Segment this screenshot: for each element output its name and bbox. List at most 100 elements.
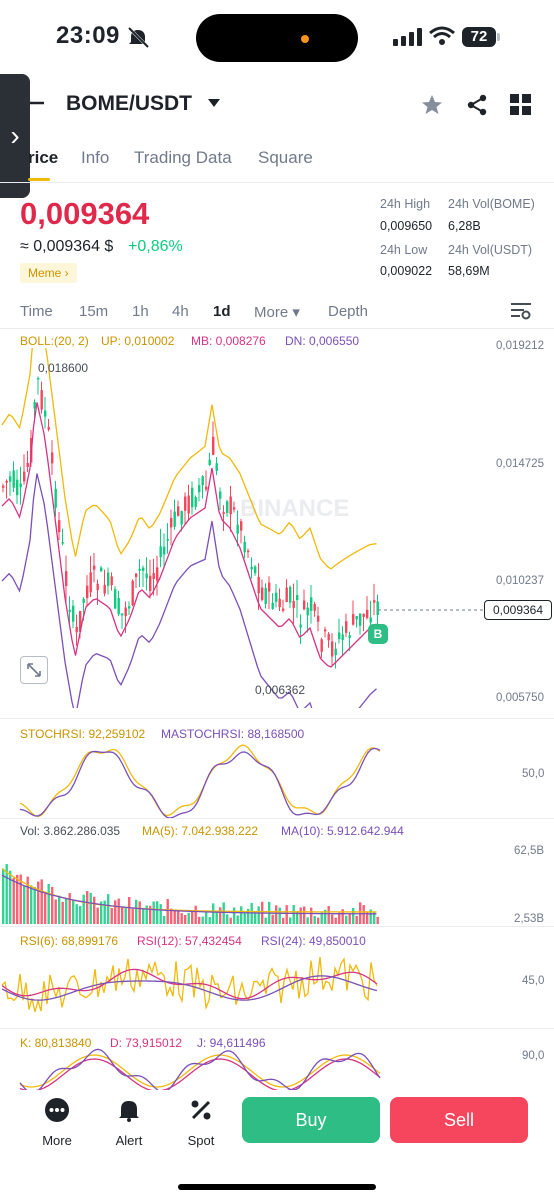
candle-body — [366, 609, 369, 619]
back-arrow-icon[interactable] — [30, 96, 44, 110]
mastochrsi-line — [19, 747, 381, 819]
volume-bar — [75, 904, 78, 924]
buy-marker[interactable]: B — [368, 624, 388, 644]
boll-mid-line — [1, 402, 377, 668]
share-icon[interactable] — [465, 93, 489, 117]
candle-body — [93, 565, 96, 570]
candle-body — [107, 572, 110, 586]
volume-bar — [331, 914, 334, 924]
volume-bar — [177, 910, 180, 924]
category-tag[interactable]: Meme › — [20, 263, 77, 283]
stochrsi-label: STOCHRSI: 92,259102 — [20, 727, 146, 741]
candle-body — [75, 626, 78, 633]
tab-info[interactable]: Info — [81, 148, 110, 167]
candle-body — [33, 402, 36, 409]
volume-bar — [68, 893, 71, 924]
volume-bar — [12, 877, 15, 924]
volume-bar — [271, 914, 274, 924]
candle-body — [257, 576, 260, 594]
home-indicator[interactable] — [178, 1184, 376, 1190]
side-panel-handle[interactable]: › — [0, 74, 30, 198]
vol-base-label: 24h Vol(BOME) — [448, 197, 535, 211]
more-dots-icon — [45, 1098, 69, 1122]
tf-1h[interactable]: 1h — [132, 303, 149, 320]
candle-body — [331, 641, 334, 657]
volume-bar — [156, 901, 159, 924]
grid-layout-icon[interactable] — [510, 94, 532, 116]
vol-ma5-label: MA(5): 7.042.938.222 — [142, 824, 259, 838]
candle-body — [117, 598, 120, 615]
tab-price[interactable]: rice — [28, 148, 59, 167]
axis-main-1: 0,019212 — [496, 340, 544, 352]
nav-alert[interactable]: Alert — [101, 1098, 157, 1148]
low-label: 24h Low — [380, 243, 428, 257]
wifi-icon — [429, 26, 455, 45]
volume-bar — [51, 886, 54, 924]
volume-bar — [341, 909, 344, 924]
candlestick-chart[interactable]: BINANCE — [0, 348, 554, 708]
volume-bar — [138, 901, 141, 924]
tab-trading-data[interactable]: Trading Data — [134, 148, 232, 167]
volume-bar — [212, 903, 215, 924]
buy-button[interactable]: Buy — [242, 1097, 380, 1143]
volume-bar — [135, 899, 138, 924]
candle-body — [177, 506, 180, 517]
candle-body — [324, 629, 327, 632]
candle-body — [44, 410, 47, 417]
volume-bar — [233, 907, 236, 924]
axis-vol-2: 2,53B — [514, 913, 545, 925]
tf-1d[interactable]: 1d — [213, 303, 231, 320]
sell-button[interactable]: Sell — [390, 1097, 528, 1143]
candle-body — [219, 491, 222, 499]
axis-kdj: 90,0 — [522, 1050, 545, 1062]
candle-body — [240, 521, 243, 531]
volume-bar — [264, 917, 267, 924]
candle-body — [310, 597, 313, 611]
volume-bar — [229, 917, 232, 924]
star-icon[interactable] — [420, 93, 444, 117]
volume-bar — [243, 912, 246, 924]
chevron-down-icon[interactable] — [208, 99, 220, 107]
boll-dn-label: DN: 0,006550 — [285, 334, 360, 348]
signal-icon — [393, 28, 422, 46]
divider — [0, 182, 554, 183]
volume-bar — [362, 905, 365, 924]
boll-mb-label: MB: 0,008276 — [191, 334, 266, 348]
candle-body — [278, 598, 281, 608]
candle-body — [205, 486, 208, 490]
tf-time[interactable]: Time — [20, 303, 53, 320]
candle-body — [5, 480, 8, 483]
tf-depth[interactable]: Depth — [328, 303, 369, 320]
candle-body — [86, 585, 89, 599]
volume-bar — [128, 896, 131, 924]
candle-body — [163, 546, 166, 555]
nav-more[interactable]: More — [29, 1098, 85, 1148]
nav-spot[interactable]: Spot — [173, 1098, 229, 1148]
fullscreen-icon[interactable] — [20, 656, 48, 684]
rsi6-label: RSI(6): 68,899176 — [20, 934, 119, 948]
candle-body — [128, 606, 131, 609]
tab-square[interactable]: Square — [258, 148, 313, 167]
volume-bar — [184, 914, 187, 924]
volume-bar — [198, 916, 201, 924]
tf-more[interactable]: More ▾ — [254, 304, 300, 321]
pair-title[interactable]: BOME/USDT — [66, 92, 192, 115]
tf-4h[interactable]: 4h — [172, 303, 189, 320]
candle-body — [275, 592, 278, 602]
chart-settings-icon[interactable] — [510, 302, 532, 320]
candle-body — [170, 517, 173, 528]
volume-bar — [345, 915, 348, 924]
candle-body — [222, 512, 225, 514]
candle-body — [369, 617, 372, 623]
candle-body — [191, 487, 194, 508]
candle-body — [348, 635, 351, 638]
candle-body — [229, 496, 232, 515]
candle-body — [61, 542, 64, 544]
vol-ma10-label: MA(10): 5.912.642.944 — [281, 824, 404, 838]
divider — [0, 926, 554, 927]
volume-bar — [173, 910, 176, 924]
candle-body — [156, 567, 159, 581]
volume-bar — [131, 908, 134, 924]
tf-15m[interactable]: 15m — [79, 303, 109, 320]
volume-chart — [1, 864, 379, 924]
